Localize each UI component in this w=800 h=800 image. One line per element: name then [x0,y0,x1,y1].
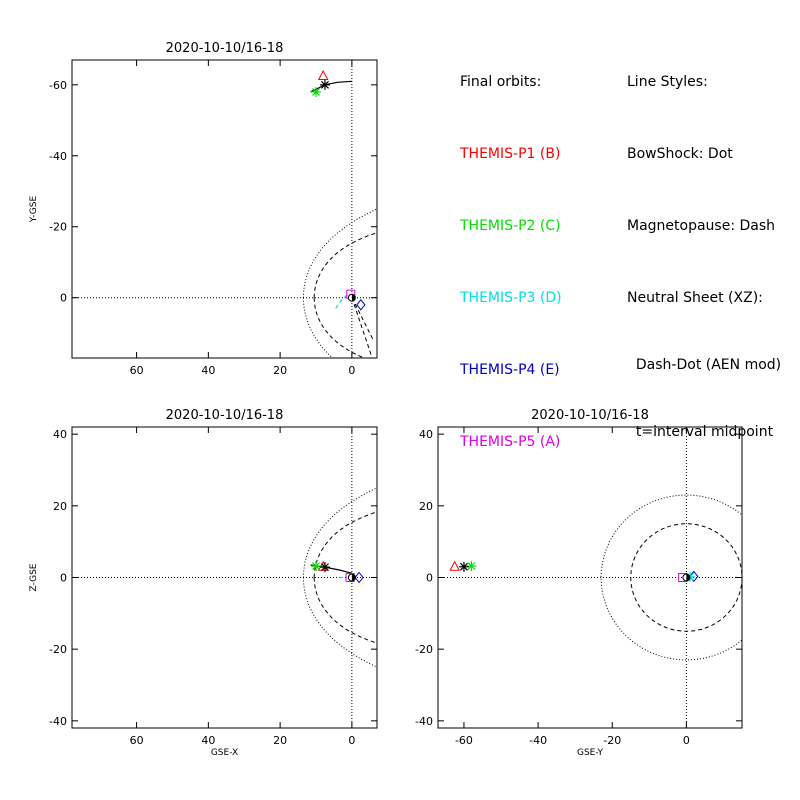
y-axis-label: Z-GSE [29,563,39,591]
x-axis-label: GSE-Y [577,748,604,758]
bowshock-curve [302,487,377,578]
y-tick-label: -20 [49,643,67,656]
marker-diamond [354,571,364,584]
bowshock-curve [302,577,377,668]
bowshock-curve [302,208,377,298]
xy-plot: 2020-10-10/16-18 60 40 20 0 -60 -40 -20 0 Y-GSE [29,41,378,377]
xz-plot: 2020-10-10/16-18 60 40 20 0 40 20 0 -20 -40 GSE-X Z… [29,408,378,758]
tail-line [351,297,373,358]
x-tick-label: 20 [273,364,287,377]
line-style-neutral-sheet: Neutral Sheet (XZ): [627,290,763,306]
marker-diamond [356,298,366,311]
plot-title: 2020-10-10/16-18 [531,408,649,423]
y-tick-label: 0 [426,572,433,585]
plot-title: 2020-10-10/16-18 [166,408,284,423]
y-tick-label: 40 [53,428,67,441]
y-tick-label: 0 [60,292,67,305]
earth-marker-night [351,294,356,302]
magnetopause-ring [630,523,742,632]
line-styles-legend: Line Styles: BowShock: Dot Magnetopause:… [627,22,781,463]
x-tick-label: 40 [201,364,215,377]
earth-marker-night [686,574,690,581]
legend-item-p2: THEMIS-P2 (C) [460,218,561,234]
x-tick-label: -60 [455,734,473,747]
x-tick-label: -40 [529,734,547,747]
x-tick-label: 0 [348,364,355,377]
marker-diamond [689,570,699,583]
marker-asterisk [311,561,321,572]
legend-item-p3: THEMIS-P3 (D) [460,290,562,306]
final-orbits-heading: Final orbits: [460,74,542,90]
x-tick-label: 0 [683,734,690,747]
x-tick-label: 60 [130,364,144,377]
x-tick-label: -20 [603,734,621,747]
y-tick-label: -40 [49,150,67,163]
x-tick-label: 20 [273,734,287,747]
marker-triangle [449,560,461,571]
earth-marker-night [351,574,356,581]
marker-asterisk [466,561,477,572]
y-tick-label: -40 [49,715,67,728]
y-tick-label: -20 [49,221,67,234]
y-tick-label: -60 [49,79,67,92]
yz-plot: 2020-10-10/16-18 -60 -40 -20 0 40 20 0 -20 -40 GSE… [415,408,743,758]
legend-item-p5: THEMIS-P5 (A) [460,434,561,450]
final-orbits-legend: Final orbits: THEMIS-P1 (B) THEMIS-P2 (C… [460,22,562,478]
orbit-track [335,293,351,309]
line-style-magnetopause: Magnetopause: Dash [627,218,776,234]
marker-asterisk [319,79,330,90]
y-tick-label: -20 [415,643,433,656]
line-style-midpoint: t=interval midpoint [627,424,774,440]
y-axis-label: Y-GSE [29,196,39,224]
x-tick-label: 60 [130,734,144,747]
tail-line [351,297,374,341]
line-style-bowshock: BowShock: Dot [627,146,733,162]
magnetopause-curve [313,511,377,578]
y-tick-label: -40 [415,715,433,728]
y-tick-label: 20 [53,500,67,513]
legend-item-p1: THEMIS-P1 (B) [460,146,561,162]
x-tick-label: 0 [348,734,355,747]
marker-asterisk [311,86,321,97]
y-tick-label: 0 [60,572,67,585]
y-tick-label: 40 [419,428,433,441]
line-styles-heading: Line Styles: [627,74,708,90]
plot-title: 2020-10-10/16-18 [166,41,284,56]
legend-item-p4: THEMIS-P4 (E) [460,362,560,378]
bowshock-curve [302,297,334,358]
marker-asterisk [319,562,330,573]
magnetopause-curve [313,232,377,298]
y-tick-label: 20 [419,500,433,513]
magnetopause-curve [313,297,366,358]
x-axis-label: GSE-X [211,748,238,758]
marker-asterisk [458,561,469,572]
line-style-dash-dot: Dash-Dot (AEN mod) [627,357,782,373]
magnetopause-curve [313,577,377,644]
x-tick-label: 40 [201,734,215,747]
plot-frame [71,59,378,359]
marker-triangle [317,69,329,80]
